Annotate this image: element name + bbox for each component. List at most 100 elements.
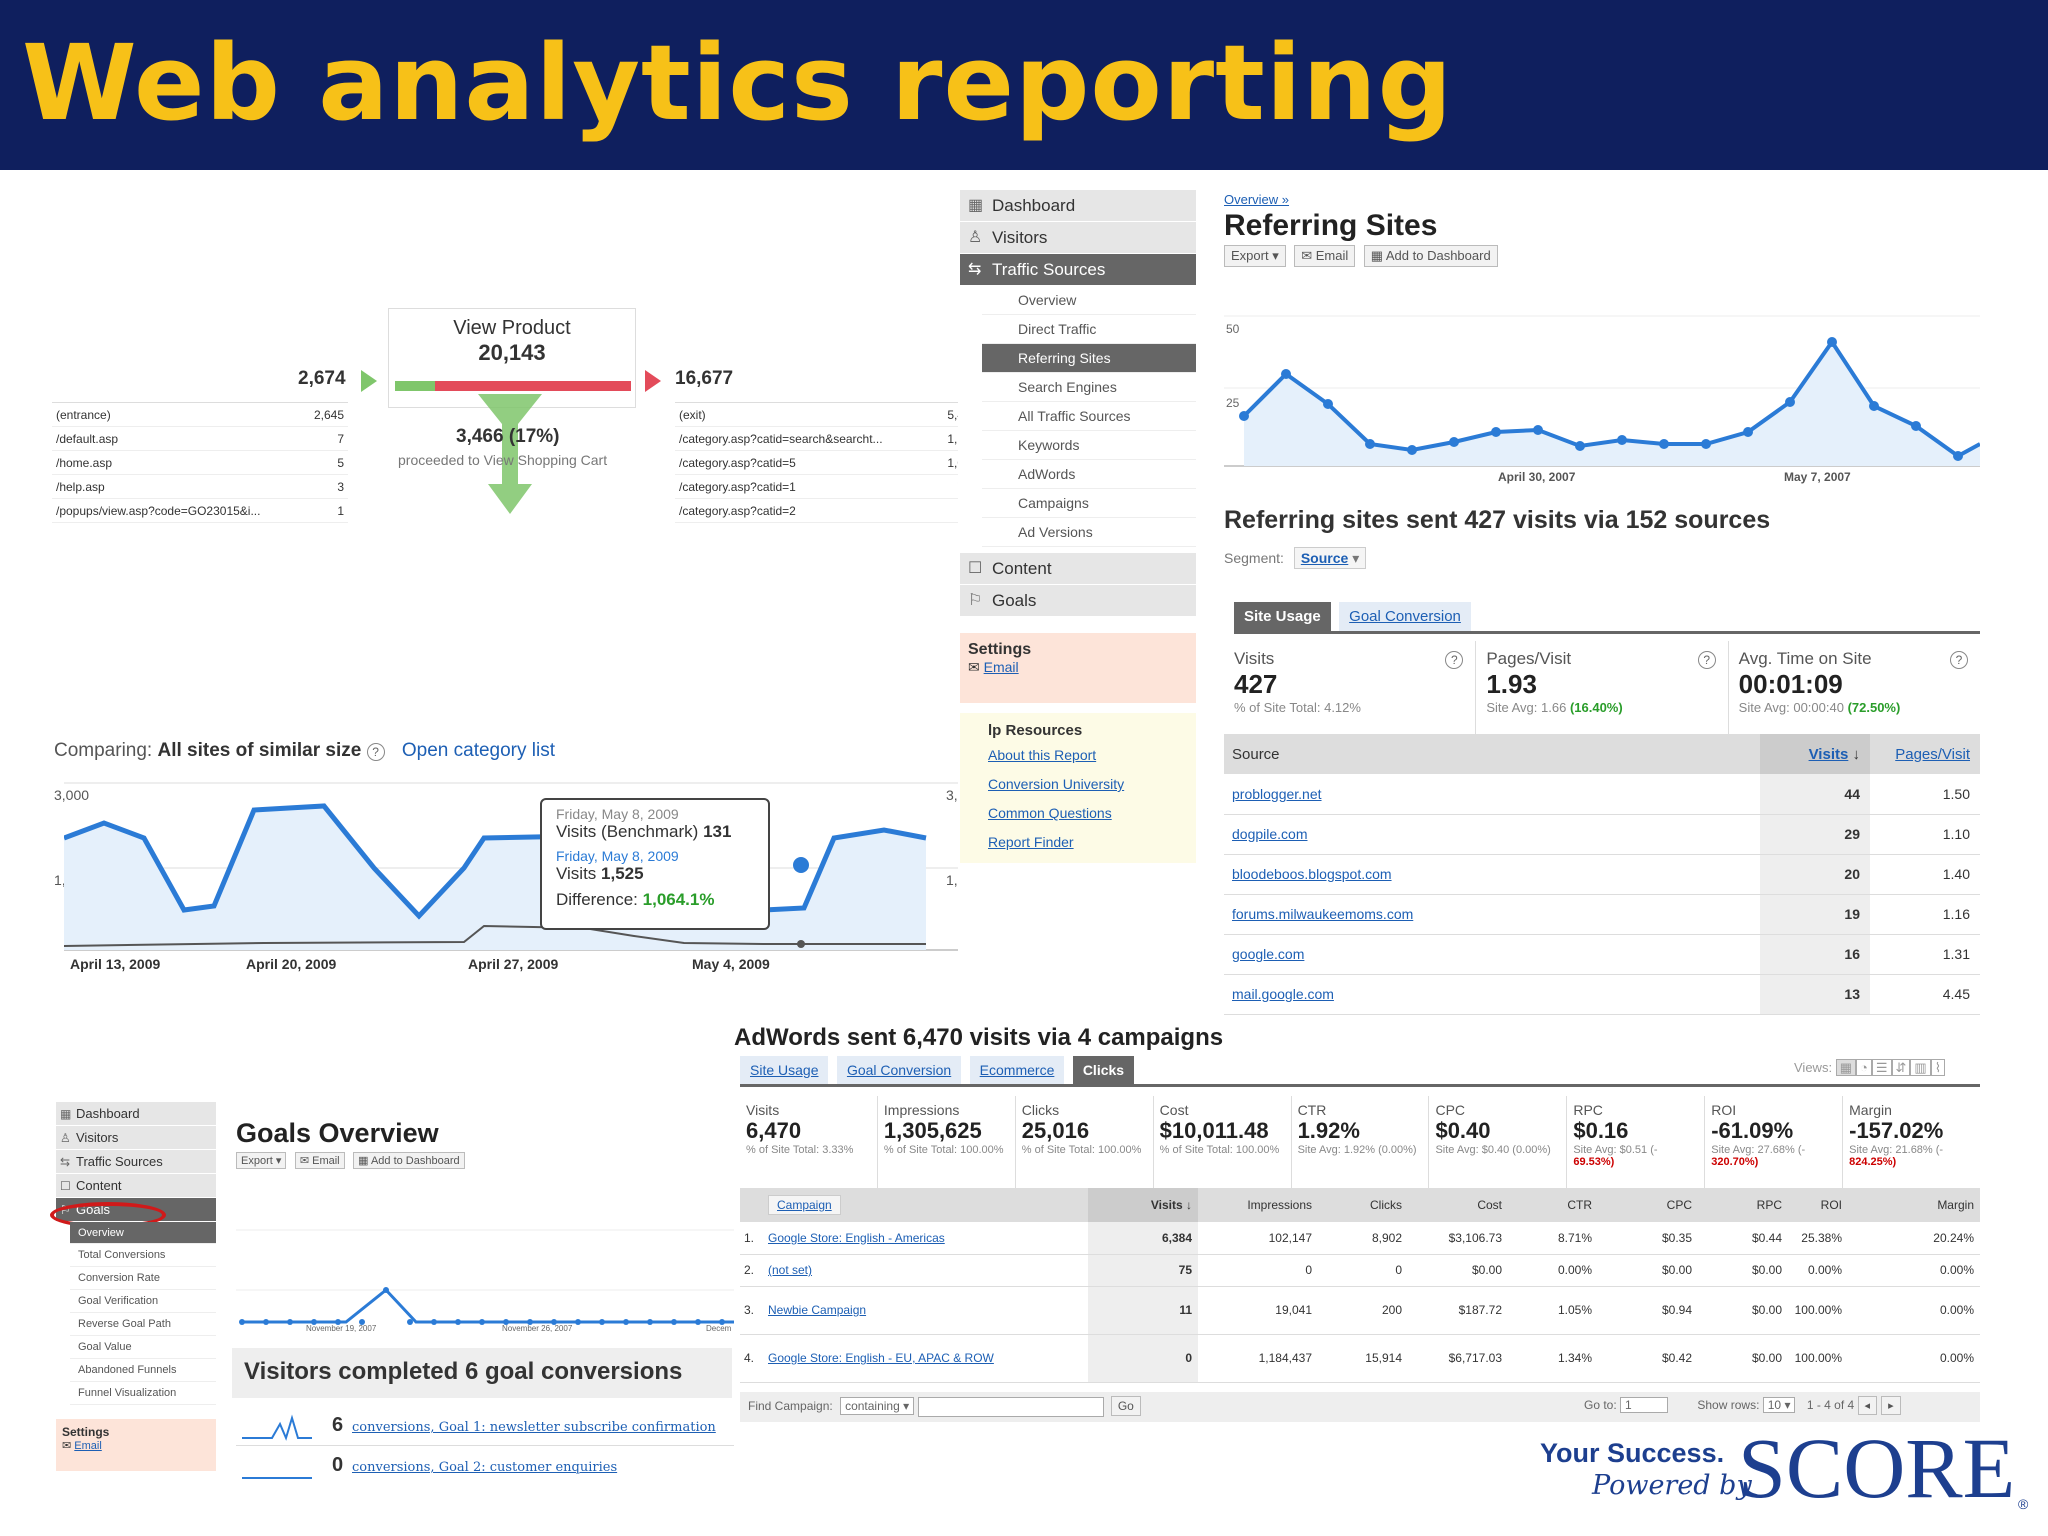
goal-link[interactable]: conversions, Goal 1: newsletter subscrib… [352,1420,716,1435]
add-to-dashboard-button[interactable]: ▦ Add to Dashboard [353,1152,465,1169]
sidebar-subitem[interactable]: Direct Traffic [982,315,1196,344]
traffic-icon: ⇆ [60,1155,71,1169]
sidebar-subitem-active[interactable]: Referring Sites [982,344,1196,373]
sidebar-item-dashboard[interactable]: ▦ Dashboard [960,190,1196,222]
next-page-button[interactable]: ▸ [1881,1396,1901,1415]
email-button[interactable]: ✉ Email [1294,245,1356,267]
open-category-link[interactable]: Open category list [401,740,556,761]
breadcrumb[interactable]: Overview » [1224,192,1290,207]
tab-goal-conversion[interactable]: Goal Conversion [1339,602,1471,631]
email-link[interactable]: Email [74,1440,102,1452]
go-button[interactable]: Go [1110,1396,1141,1416]
email-button[interactable]: ✉ Email [294,1152,345,1169]
metric-label: Visits [746,1102,780,1118]
cell-visits: 16 [1760,934,1870,975]
segment-select[interactable]: Source ▾ [1293,547,1367,569]
source-link[interactable]: forums.milwaukeemoms.com [1232,906,1414,922]
sidebar-item-traffic-sources[interactable]: ⇆ Traffic Sources [960,254,1196,286]
campaign-link[interactable]: Google Store: English - EU, APAC & ROW [768,1351,994,1365]
add-to-dashboard-button[interactable]: ▦ Add to Dashboard [1363,245,1498,267]
sidebar-subitem[interactable]: Keywords [982,431,1196,460]
column-header-campaign[interactable]: Campaign [768,1188,1088,1222]
tab-ecommerce[interactable]: Ecommerce [969,1056,1065,1084]
settings-box: Settings ✉ Email [960,633,1196,703]
help-link[interactable]: Report Finder [988,834,1074,850]
column-header[interactable]: Impressions [1247,1198,1312,1212]
sidebar-subitem[interactable]: All Traffic Sources [982,402,1196,431]
bar-view-icon[interactable]: ☰ [1871,1059,1892,1076]
pivot-view-icon[interactable]: ▥ [1910,1059,1931,1076]
sidebar-item-content[interactable]: ☐ Content [960,553,1196,585]
cell-margin: 20.24% [1848,1222,1980,1255]
table-view-icon[interactable]: ▦ [1835,1059,1856,1076]
metric-delta: (72.50%) [1847,700,1901,715]
sidebar-item-goals[interactable]: ⚐ Goals [960,585,1196,617]
column-header[interactable]: CPC [1666,1198,1692,1212]
metric-value: 25,016 [1021,1118,1090,1143]
tab-clicks[interactable]: Clicks [1072,1056,1135,1084]
source-link[interactable]: dogpile.com [1232,826,1308,842]
source-link[interactable]: mail.google.com [1232,986,1334,1002]
sidebar-subitem[interactable]: Funnel Visualization [70,1382,216,1405]
sidebar-subitem[interactable]: AdWords [982,460,1196,489]
metric-delta: (16.40%) [1569,700,1623,715]
column-header-pages-per-visit[interactable]: Pages/Visit [1895,745,1970,763]
find-input[interactable] [917,1396,1104,1417]
tab-site-usage[interactable]: Site Usage [1234,602,1331,631]
sidebar-subitem[interactable]: Goal Verification [70,1290,216,1313]
campaign-link[interactable]: Google Store: English - Americas [768,1230,945,1245]
campaign-link[interactable]: Newbie Campaign [768,1303,867,1317]
source-link[interactable]: problogger.net [1232,785,1322,802]
help-icon[interactable]: ? [1445,651,1464,669]
column-header-visits[interactable]: Visits ↓ [1760,734,1870,774]
export-button[interactable]: Export ▾ [236,1152,287,1169]
sidebar-item-visitors[interactable]: ♙ Visitors [960,222,1196,254]
compare-view-icon[interactable]: ⇵ [1891,1059,1911,1076]
sidebar-subitem-active[interactable]: Overview [70,1222,216,1244]
help-link[interactable]: Common Questions [988,805,1112,821]
column-header[interactable]: Cost [1477,1198,1502,1212]
sidebar-subitem[interactable]: Conversion Rate [70,1267,216,1290]
column-header-visits[interactable]: Visits ↓ [1088,1188,1198,1222]
column-header[interactable]: Margin [1937,1198,1974,1212]
prev-page-button[interactable]: ◂ [1857,1396,1878,1415]
column-header[interactable]: CTR [1567,1198,1592,1212]
find-mode-select[interactable]: containing ▾ [840,1397,915,1415]
sidebar-item-dashboard[interactable]: ▦ Dashboard [56,1102,216,1126]
sidebar-subitem[interactable]: Abandoned Funnels [70,1359,216,1382]
registered-icon: ® [2018,1496,2029,1512]
help-icon[interactable]: ? [1949,651,1968,669]
help-link[interactable]: About this Report [988,747,1097,763]
sidebar-subitem[interactable]: Reverse Goal Path [70,1313,216,1336]
help-link[interactable]: Conversion University [988,776,1125,792]
campaign-link[interactable]: (not set) [768,1263,813,1277]
tooltip-label: Visits [556,864,597,883]
column-header[interactable]: ROI [1820,1198,1842,1212]
sidebar-subitem[interactable]: Ad Versions [982,518,1196,547]
column-header-source[interactable]: Source [1232,745,1280,763]
column-header[interactable]: RPC [1756,1198,1782,1212]
sidebar-item-visitors[interactable]: ♙ Visitors [56,1126,216,1150]
source-link[interactable]: bloodeboos.blogspot.com [1232,866,1392,882]
export-button[interactable]: Export ▾ [1224,245,1286,267]
goto-input[interactable]: 1 [1620,1397,1669,1413]
trend-view-icon[interactable]: ⌇ [1930,1059,1946,1076]
sidebar-item-content[interactable]: ☐ Content [56,1174,216,1198]
pie-view-icon[interactable]: ◔ [1855,1059,1872,1076]
sidebar-subitem[interactable]: Campaigns [982,489,1196,518]
sidebar-subitem[interactable]: Total Conversions [70,1244,216,1267]
cell-visits: 11 [1088,1286,1198,1335]
sidebar-subitem[interactable]: Overview [982,286,1196,315]
sidebar-subitem[interactable]: Goal Value [70,1336,216,1359]
help-icon[interactable]: ? [366,743,385,761]
sidebar-subitem[interactable]: Search Engines [982,373,1196,402]
email-link[interactable]: Email [983,659,1019,675]
source-link[interactable]: google.com [1232,946,1305,962]
tab-goal-conversion[interactable]: Goal Conversion [836,1056,962,1084]
sidebar-item-traffic-sources[interactable]: ⇆ Traffic Sources [56,1150,216,1174]
tab-site-usage[interactable]: Site Usage [740,1056,829,1084]
show-rows-select[interactable]: 10 ▾ [1762,1397,1796,1413]
column-header[interactable]: Clicks [1370,1198,1402,1212]
help-icon[interactable]: ? [1697,651,1716,669]
goal-link[interactable]: conversions, Goal 2: customer enquiries [352,1460,618,1475]
